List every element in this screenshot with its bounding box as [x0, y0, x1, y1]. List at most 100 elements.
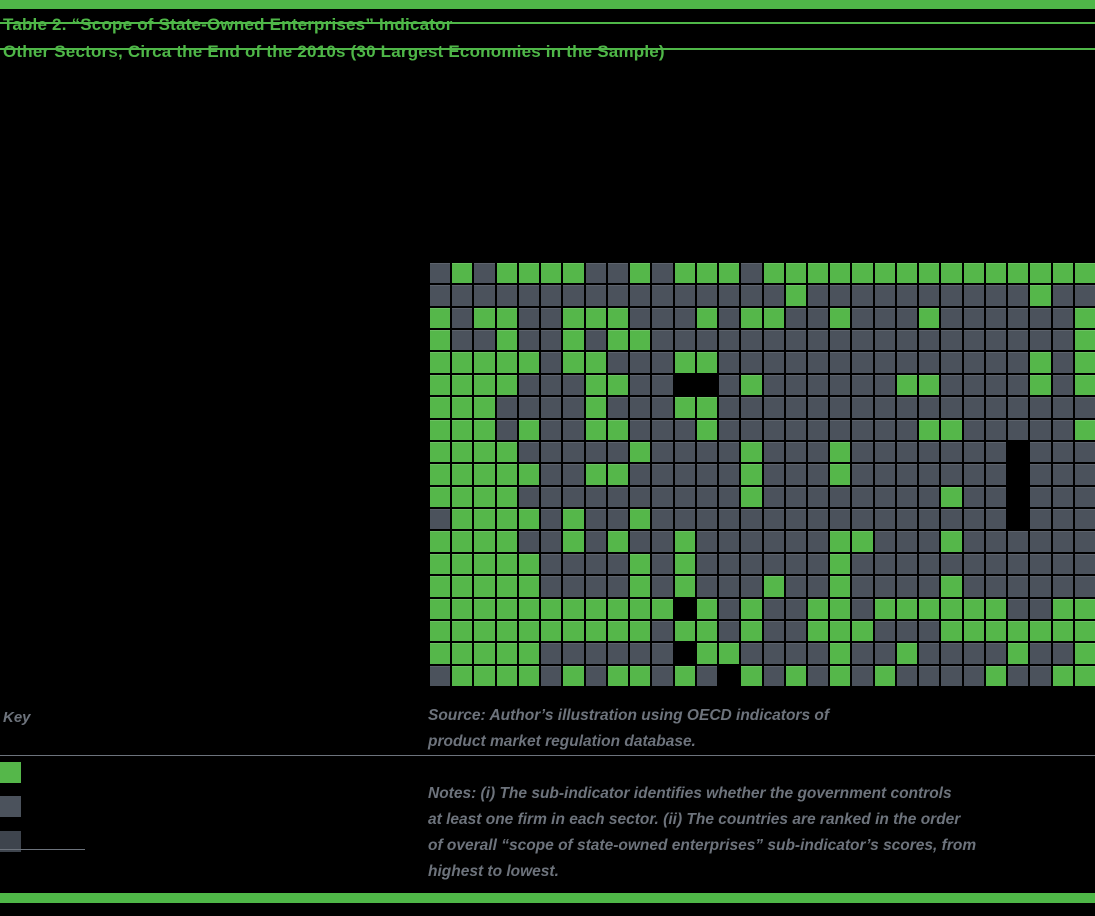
- grid-cell: [1074, 285, 1095, 306]
- grid-cell: [652, 374, 673, 396]
- grid-cell: [430, 531, 451, 552]
- grid-cell: [452, 509, 473, 530]
- grid-cell: [518, 531, 540, 552]
- grid-cell: [652, 397, 673, 418]
- grid-cell: [741, 643, 762, 664]
- grid-cell: [896, 352, 918, 373]
- grid-cell: [607, 441, 629, 463]
- grid-cell: [563, 307, 584, 329]
- grid-cell: [763, 620, 784, 642]
- grid-cell: [585, 598, 606, 619]
- grid-cell: [741, 419, 762, 440]
- grid-cell: [674, 397, 695, 418]
- grid-cell: [474, 419, 495, 440]
- grid-cell: [1008, 486, 1029, 508]
- grid-cell: [585, 263, 606, 284]
- grid-cell: [652, 576, 673, 597]
- grid-cell: [830, 397, 851, 418]
- grid-cell: [563, 643, 584, 664]
- grid-cell: [630, 576, 651, 597]
- grid-cell: [985, 397, 1007, 418]
- grid-cell: [785, 374, 806, 396]
- grid-cell: [430, 374, 451, 396]
- grid-cell: [518, 441, 540, 463]
- source-text: Source: Author’s illustration using OECD…: [428, 703, 829, 755]
- grid-cell: [852, 397, 873, 418]
- legend-swatch-black: [0, 831, 21, 852]
- grid-cell: [985, 464, 1007, 485]
- grid-cell: [630, 330, 651, 351]
- grid-cell: [919, 464, 940, 485]
- grid-cell: [985, 509, 1007, 530]
- grid-cell: [585, 397, 606, 418]
- grid-cell: [807, 285, 829, 306]
- grid-cell: [696, 397, 718, 418]
- grid-cell: [1008, 620, 1029, 642]
- grid-cell: [919, 643, 940, 664]
- grid-cell: [674, 307, 695, 329]
- grid-cell: [563, 598, 584, 619]
- grid-cell: [763, 509, 784, 530]
- grid-cell: [696, 598, 718, 619]
- grid-cell: [1030, 374, 1051, 396]
- grid-cell: [652, 486, 673, 508]
- grid-cell: [830, 509, 851, 530]
- grid-cell: [474, 598, 495, 619]
- grid-cell: [785, 598, 806, 619]
- grid-cell: [830, 598, 851, 619]
- title-rule-1: [0, 22, 1095, 24]
- grid-cell: [674, 665, 695, 686]
- grid-cell: [541, 397, 562, 418]
- grid-cell: [785, 419, 806, 440]
- grid-cell: [563, 330, 584, 351]
- grid-cell: [452, 464, 473, 485]
- grid-cell: [607, 576, 629, 597]
- grid-cell: [896, 285, 918, 306]
- grid-cell: [563, 620, 584, 642]
- grid-cell: [919, 307, 940, 329]
- grid-cell: [807, 307, 829, 329]
- grid-cell: [941, 397, 962, 418]
- grid-cell: [1030, 553, 1051, 575]
- grid-cell: [874, 397, 895, 418]
- grid-cell: [741, 509, 762, 530]
- grid-cell: [541, 643, 562, 664]
- grid-cell: [741, 576, 762, 597]
- grid-cell: [607, 665, 629, 686]
- grid-cell: [719, 553, 740, 575]
- grid-cell: [496, 330, 517, 351]
- grid-cell: [719, 419, 740, 440]
- grid-cell: [563, 464, 584, 485]
- grid-cell: [430, 397, 451, 418]
- grid-cell: [919, 531, 940, 552]
- grid-cell: [719, 643, 740, 664]
- grid-cell: [852, 263, 873, 284]
- grid-cell: [1074, 643, 1095, 664]
- grid-cell: [585, 553, 606, 575]
- grid-cell: [452, 307, 473, 329]
- grid-cell: [696, 665, 718, 686]
- key-divider-line: [0, 755, 1095, 756]
- grid-cell: [430, 419, 451, 440]
- grid-cell: [1074, 397, 1095, 418]
- grid-cell: [830, 330, 851, 351]
- grid-cell: [852, 464, 873, 485]
- grid-cell: [585, 330, 606, 351]
- grid-cell: [763, 397, 784, 418]
- grid-cell: [1030, 576, 1051, 597]
- grid-cell: [1008, 598, 1029, 619]
- grid-cell: [541, 352, 562, 373]
- grid-cell: [763, 419, 784, 440]
- grid-cell: [1008, 509, 1029, 530]
- grid-cell: [1052, 509, 1073, 530]
- grid-cell: [630, 285, 651, 306]
- grid-cell: [941, 374, 962, 396]
- grid-cell: [696, 576, 718, 597]
- grid-cell: [763, 486, 784, 508]
- grid-cell: [496, 464, 517, 485]
- grid-cell: [585, 643, 606, 664]
- grid-cell: [963, 307, 984, 329]
- grid-cell: [963, 419, 984, 440]
- grid-cell: [719, 374, 740, 396]
- grid-cell: [785, 397, 806, 418]
